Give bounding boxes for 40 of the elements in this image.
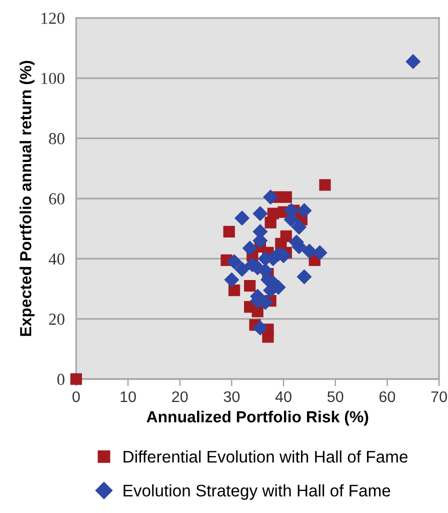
x-tick-label: 70: [431, 391, 447, 402]
x-tick-label: 60: [379, 391, 396, 402]
point: [223, 226, 235, 238]
x-tick-label: 50: [327, 391, 344, 402]
point: [234, 262, 250, 277]
point: [252, 320, 268, 336]
y-axis-title: Expected Portfolio annual return (%): [20, 60, 34, 336]
x-tick-label: 40: [275, 391, 292, 402]
point: [224, 272, 240, 288]
point: [296, 269, 312, 284]
y-tick-label: 0: [57, 374, 64, 386]
point: [252, 206, 268, 222]
point: [242, 240, 258, 256]
legend-label: Differential Evolution with Hall of Fame: [124, 450, 408, 463]
point: [244, 280, 256, 292]
point: [312, 245, 328, 260]
point: [228, 284, 240, 296]
x-tick-label: 30: [224, 391, 240, 402]
point: [292, 220, 307, 235]
y-tick-label: 40: [48, 253, 64, 265]
y-tick-label: 100: [42, 72, 64, 84]
point: [319, 179, 331, 191]
point: [70, 373, 82, 385]
point: [296, 203, 312, 218]
legend-label: Evolution Strategy with Hall of Fame: [124, 484, 390, 500]
point: [280, 191, 292, 203]
point: [262, 331, 274, 343]
y-tick-label: 120: [42, 12, 64, 24]
point: [263, 190, 278, 204]
x-axis-title: Annualized Portfolio Risk (%): [146, 410, 368, 426]
y-tick-label: 20: [49, 314, 64, 325]
point: [234, 210, 250, 226]
x-tick-label: 0: [72, 391, 80, 402]
point: [406, 54, 421, 70]
y-tick-label: 80: [49, 133, 64, 144]
point: [226, 254, 242, 270]
x-tick-label: 10: [120, 391, 136, 402]
point: [264, 216, 276, 228]
x-tick-label: 20: [172, 391, 188, 402]
y-tick-label: 60: [49, 193, 64, 204]
